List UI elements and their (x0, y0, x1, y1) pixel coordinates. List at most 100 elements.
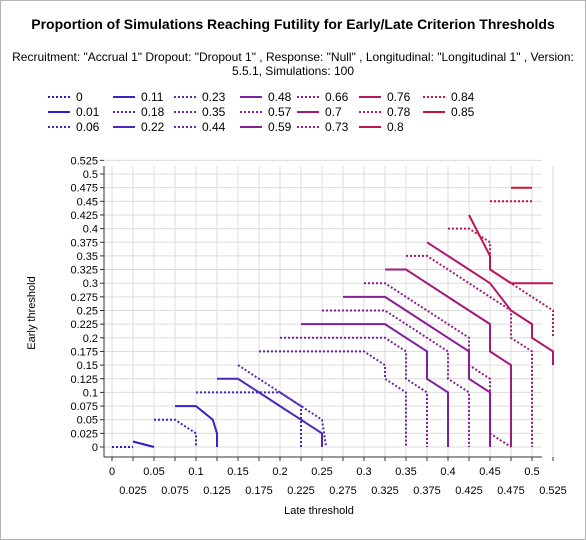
series-group (112, 186, 554, 448)
y-tick-label: 0.25 (77, 306, 98, 318)
x-tick-label: 0.075 (161, 485, 189, 497)
series-line-0.22 (217, 377, 323, 447)
legend-item: 0.44 (174, 120, 226, 134)
series-line-0.59 (343, 295, 491, 447)
x-tick-label: 0.5 (524, 466, 539, 478)
axes: 0 0.05 0.1 0.15 0.2 0.25 0.3 0.35 0.4 0.45 0.5 0.02… (70, 155, 566, 497)
y-tick-label: 0.35 (77, 251, 98, 263)
legend-item: 0.8 (359, 120, 404, 134)
legend-item: 0.22 (113, 120, 165, 134)
y-tick-label: 0.2 (83, 333, 98, 345)
x-tick-label: 0.2 (272, 466, 287, 478)
y-tick-label: 0.075 (70, 401, 98, 413)
y-tick-label: 0.225 (70, 319, 98, 331)
x-tick-label: 0.125 (203, 485, 231, 497)
legend-item: 0.48 (240, 90, 292, 104)
x-tick-label: 0.15 (227, 466, 248, 478)
x-tick-label: 0.525 (539, 485, 567, 497)
x-tick-label: 0.25 (311, 466, 332, 478)
series-line-0.01 (132, 440, 155, 448)
y-tick-label: 0.175 (70, 346, 98, 358)
legend-label: 0.35 (202, 105, 226, 119)
y-tick-label: 0.1 (83, 387, 98, 399)
chart-subtitle: Recruitment: "Accrual 1" Dropout: "Dropo… (12, 50, 574, 78)
legend-label: 0.84 (451, 90, 475, 104)
x-tick-label: 0.45 (479, 466, 500, 478)
series-line-0.18 (196, 391, 302, 447)
x-axis-label: Late threshold (284, 505, 354, 517)
x-tick-label: 0.05 (143, 466, 164, 478)
series-line-0.23 (237, 364, 328, 448)
legend-item: 0.84 (423, 90, 475, 104)
legend-label: 0.8 (387, 120, 404, 134)
y-tick-label: 0.5 (83, 169, 98, 181)
legend-item: 0.7 (297, 105, 342, 119)
legend-label: 0.44 (202, 120, 226, 134)
series-line-0.66 (364, 282, 512, 448)
x-tick-label: 0.475 (497, 485, 525, 497)
x-tick-label: 0.35 (395, 466, 416, 478)
y-tick-label: 0.45 (77, 196, 98, 208)
y-tick-label: 0.275 (70, 292, 98, 304)
y-tick-label: 0.425 (70, 210, 98, 222)
series-line-0.35 (259, 350, 407, 447)
x-tick-label: 0.425 (455, 485, 483, 497)
y-tick-label: 0.325 (70, 265, 98, 277)
x-tick-label: 0.275 (329, 485, 357, 497)
x-tick-label: 0 (109, 466, 115, 478)
series-line-0.48 (301, 323, 449, 447)
legend-item: 0.85 (423, 105, 475, 119)
series-line-0.44 (280, 336, 428, 447)
legend-label: 0.11 (141, 90, 164, 104)
legend-label: 0.66 (325, 90, 349, 104)
chart-title: Proportion of Simulations Reaching Futil… (31, 16, 555, 32)
y-tick-label: 0.05 (77, 415, 98, 427)
legend-item: 0.06 (48, 120, 100, 134)
legend-label: 0.23 (202, 90, 226, 104)
legend-label: 0.18 (141, 105, 165, 119)
series-line-0.11 (175, 405, 218, 447)
legend-label: 0.78 (387, 105, 411, 119)
legend-label: 0.06 (76, 120, 100, 134)
x-tick-label: 0.375 (413, 485, 441, 497)
legend-item: 0.73 (297, 120, 349, 134)
legend-item: 0.57 (240, 105, 292, 119)
legend-item: 0.11 (113, 90, 164, 104)
x-tick-label: 0.175 (245, 485, 273, 497)
legend-label: 0.48 (268, 90, 292, 104)
y-tick-label: 0.475 (70, 183, 98, 195)
legend-item: 0 (48, 90, 83, 104)
y-tick-label: 0.4 (83, 224, 98, 236)
legend-label: 0.85 (451, 105, 475, 119)
legend-item: 0.18 (113, 105, 165, 119)
legend: 00.010.060.110.180.220.230.350.440.480.5… (48, 90, 475, 134)
x-tick-label: 0.025 (119, 485, 147, 497)
series-line-0.06 (154, 418, 197, 447)
y-tick-label: 0.025 (70, 428, 98, 440)
y-tick-label: 0 (92, 442, 98, 454)
legend-item: 0.78 (359, 105, 411, 119)
legend-label: 0.57 (268, 105, 292, 119)
legend-label: 0.73 (325, 120, 349, 134)
x-tick-label: 0.325 (371, 485, 399, 497)
legend-item: 0.01 (48, 105, 100, 119)
legend-label: 0.59 (268, 120, 292, 134)
legend-label: 0.01 (76, 105, 100, 119)
y-axis-label: Early threshold (26, 276, 38, 349)
legend-item: 0.66 (297, 90, 349, 104)
legend-label: 0.22 (141, 120, 165, 134)
y-tick-label: 0.525 (70, 155, 98, 167)
legend-item: 0.35 (174, 105, 226, 119)
x-tick-label: 0.4 (440, 466, 455, 478)
y-tick-label: 0.15 (77, 360, 98, 372)
series-line-0.57 (322, 309, 470, 447)
x-tick-label: 0.225 (287, 485, 315, 497)
legend-label: 0.76 (387, 90, 411, 104)
legend-label: 0 (76, 90, 83, 104)
y-tick-label: 0.375 (70, 237, 98, 249)
series-line-0.7 (385, 268, 512, 447)
series-line-0.8 (468, 214, 553, 285)
x-tick-label: 0.1 (188, 466, 203, 478)
y-tick-label: 0.3 (83, 278, 98, 290)
